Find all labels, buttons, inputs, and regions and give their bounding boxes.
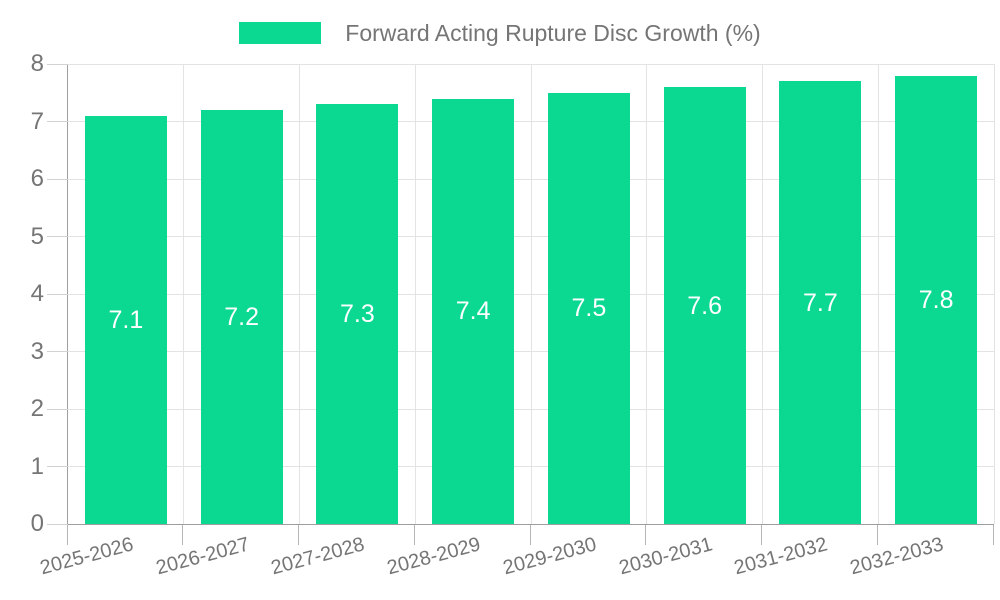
bar-value-label: 7.5 [571, 294, 607, 323]
v-gridline [762, 64, 763, 524]
x-tick-label: 2028-2029 [384, 533, 483, 580]
x-tick [992, 525, 994, 545]
x-tick [529, 525, 531, 545]
y-tick-label: 4 [30, 280, 44, 307]
v-gridline [183, 64, 185, 524]
bar-value-label: 7.6 [687, 291, 722, 320]
y-tick [47, 523, 68, 525]
bar-value-label: 7.7 [802, 288, 838, 317]
bar-value-label: 7.3 [339, 300, 375, 329]
bar: 7.4 [432, 98, 515, 524]
y-tick [47, 236, 68, 237]
bar: 7.1 [84, 115, 167, 524]
bar: 7.5 [547, 92, 630, 524]
x-tick [761, 525, 762, 545]
x-tick [298, 525, 299, 545]
y-tick-label: 8 [30, 50, 44, 77]
bar: 7.7 [779, 81, 862, 524]
y-tick-label: 2 [30, 395, 44, 422]
legend-label: Forward Acting Rupture Disc Growth (%) [345, 19, 761, 46]
plot-area: 7.1 7.2 7.3 7.4 7.5 7.6 7.7 7.8 [67, 63, 995, 525]
x-tick-label: 2030-2031 [616, 533, 715, 580]
x-tick-label: 2032-2033 [847, 533, 946, 580]
bar-value-label: 7.2 [224, 303, 259, 331]
bar: 7.6 [663, 87, 746, 524]
y-tick [47, 466, 68, 467]
v-gridline [299, 64, 300, 524]
y-tick [47, 178, 68, 180]
y-tick-label: 7 [30, 107, 44, 135]
y-tick [47, 121, 68, 122]
y-tick-label: 1 [30, 452, 44, 480]
y-tick-label: 5 [30, 222, 44, 250]
y-tick-label: 0 [30, 510, 44, 537]
x-tick-label: 2029-2030 [500, 533, 599, 580]
x-tick-label: 2026-2027 [153, 533, 252, 580]
x-tick-label: 2025-2026 [37, 533, 136, 580]
v-gridline [877, 64, 879, 524]
v-gridline [414, 64, 416, 524]
x-tick [876, 525, 878, 545]
v-gridline [993, 64, 995, 524]
legend-swatch [239, 22, 322, 44]
y-tick [47, 351, 68, 352]
x-tick-label: 2031-2032 [732, 533, 831, 580]
y-tick-label: 3 [30, 337, 44, 365]
bar-value-label: 7.1 [108, 305, 144, 334]
x-tick-label: 2027-2028 [269, 533, 368, 580]
bar-value-label: 7.8 [918, 285, 954, 314]
y-tick [47, 408, 68, 410]
x-tick [645, 525, 647, 545]
bar: 7.2 [200, 110, 283, 524]
y-tick [47, 293, 68, 295]
y-tick [47, 63, 68, 65]
y-tick-label: 6 [30, 165, 44, 192]
x-tick [66, 525, 68, 545]
bar: 7.8 [895, 75, 978, 524]
x-tick [182, 525, 184, 545]
x-tick [413, 525, 415, 545]
v-gridline [530, 64, 532, 524]
v-gridline [646, 64, 648, 524]
legend[interactable]: Forward Acting Rupture Disc Growth (%) [0, 17, 1000, 49]
bar-value-label: 7.4 [455, 297, 491, 326]
bar: 7.3 [316, 104, 399, 524]
